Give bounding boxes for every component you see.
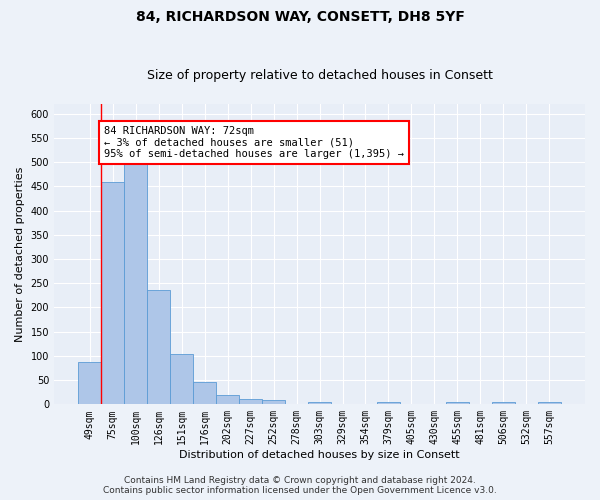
Y-axis label: Number of detached properties: Number of detached properties <box>15 166 25 342</box>
Text: Contains HM Land Registry data © Crown copyright and database right 2024.
Contai: Contains HM Land Registry data © Crown c… <box>103 476 497 495</box>
Text: 84 RICHARDSON WAY: 72sqm
← 3% of detached houses are smaller (51)
95% of semi-de: 84 RICHARDSON WAY: 72sqm ← 3% of detache… <box>104 126 404 159</box>
X-axis label: Distribution of detached houses by size in Consett: Distribution of detached houses by size … <box>179 450 460 460</box>
Title: Size of property relative to detached houses in Consett: Size of property relative to detached ho… <box>146 69 493 82</box>
Bar <box>78 362 101 405</box>
Bar <box>216 395 239 404</box>
Bar <box>262 400 285 404</box>
Bar <box>308 402 331 404</box>
Bar <box>124 162 147 404</box>
Bar <box>170 354 193 405</box>
Text: 84, RICHARDSON WAY, CONSETT, DH8 5YF: 84, RICHARDSON WAY, CONSETT, DH8 5YF <box>136 10 464 24</box>
Bar <box>492 402 515 404</box>
Bar <box>101 182 124 404</box>
Bar <box>538 402 561 404</box>
Bar <box>239 398 262 404</box>
Bar <box>147 290 170 405</box>
Bar <box>193 382 216 404</box>
Bar <box>446 402 469 404</box>
Bar <box>377 402 400 404</box>
